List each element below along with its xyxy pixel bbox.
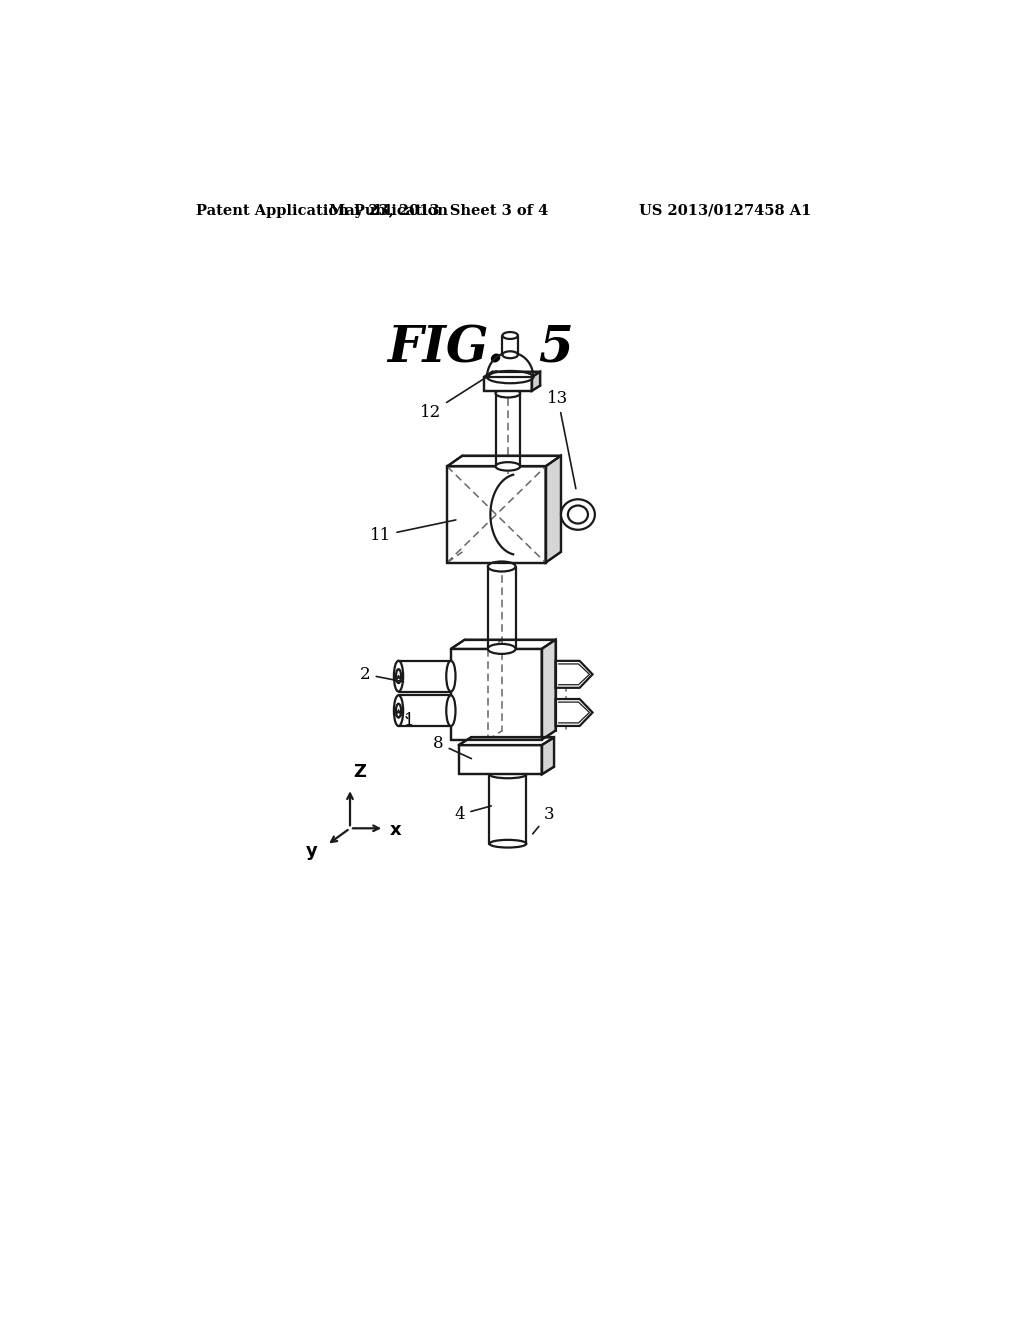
Text: Patent Application Publication: Patent Application Publication bbox=[196, 203, 449, 218]
Text: 12: 12 bbox=[420, 371, 497, 421]
Bar bbox=[451, 649, 542, 739]
Ellipse shape bbox=[446, 696, 456, 726]
Ellipse shape bbox=[503, 351, 518, 358]
Polygon shape bbox=[556, 700, 593, 726]
Text: 2: 2 bbox=[360, 665, 403, 682]
Text: y: y bbox=[306, 842, 317, 859]
Text: 4: 4 bbox=[455, 807, 492, 822]
Ellipse shape bbox=[487, 644, 515, 653]
Text: FIG.  5: FIG. 5 bbox=[387, 325, 574, 374]
Text: 1: 1 bbox=[404, 711, 415, 729]
Ellipse shape bbox=[496, 462, 520, 471]
Ellipse shape bbox=[446, 661, 456, 692]
Ellipse shape bbox=[487, 371, 534, 383]
Ellipse shape bbox=[496, 389, 520, 397]
Ellipse shape bbox=[487, 561, 515, 572]
Bar bbox=[484, 378, 531, 391]
Ellipse shape bbox=[396, 669, 401, 682]
Ellipse shape bbox=[396, 704, 401, 718]
Ellipse shape bbox=[503, 333, 518, 339]
Bar bbox=[459, 744, 542, 775]
Text: 11: 11 bbox=[371, 520, 456, 544]
Ellipse shape bbox=[489, 771, 526, 779]
Polygon shape bbox=[546, 455, 561, 562]
Polygon shape bbox=[459, 738, 554, 744]
Polygon shape bbox=[447, 455, 561, 466]
Text: 3: 3 bbox=[532, 807, 554, 834]
Text: 8: 8 bbox=[433, 735, 471, 759]
Polygon shape bbox=[531, 372, 541, 391]
Ellipse shape bbox=[394, 661, 403, 692]
Polygon shape bbox=[542, 738, 554, 775]
Polygon shape bbox=[451, 640, 556, 649]
Ellipse shape bbox=[568, 506, 588, 524]
Polygon shape bbox=[484, 372, 541, 378]
Text: 13: 13 bbox=[547, 391, 575, 488]
Polygon shape bbox=[542, 640, 556, 739]
Ellipse shape bbox=[394, 696, 403, 726]
Ellipse shape bbox=[561, 499, 595, 529]
Text: US 2013/0127458 A1: US 2013/0127458 A1 bbox=[639, 203, 811, 218]
Bar bbox=[447, 466, 546, 562]
Text: x: x bbox=[390, 821, 401, 838]
Ellipse shape bbox=[489, 840, 526, 847]
Text: May 23, 2013  Sheet 3 of 4: May 23, 2013 Sheet 3 of 4 bbox=[329, 203, 548, 218]
Text: Z: Z bbox=[353, 763, 366, 780]
Polygon shape bbox=[556, 661, 593, 688]
